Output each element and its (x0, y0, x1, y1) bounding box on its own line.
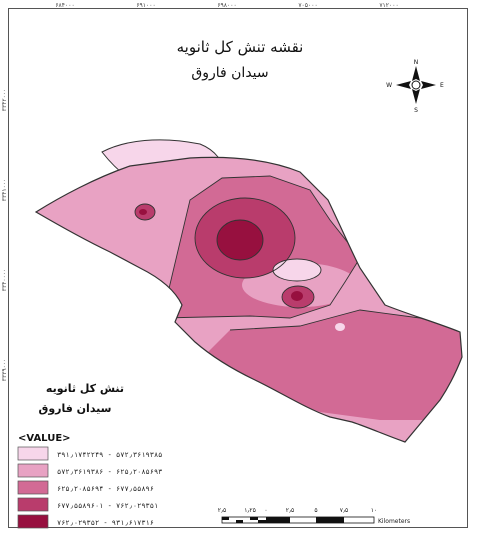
north-label: N (414, 59, 419, 66)
legend-label: ۵۷۲٫۳۶۱۹۳۸۶ - ۶۲۵٫۲۰۸۵۶۹۳ (57, 468, 162, 476)
top-tick: ۶۹۸۰۰۰ (217, 2, 236, 9)
legend-label: ۶۲۵٫۲۰۸۵۶۹۴ - ۶۷۷٫۵۵۸۹۶ (57, 485, 154, 493)
left-tick: ۳۳۳۹۰۰۰ (1, 359, 8, 382)
legend: ۳۹۱٫۱۷۴۲۲۴۹ - ۵۷۲٫۳۶۱۹۳۸۵ ۵۷۲٫۳۶۱۹۳۸۶ - … (17, 446, 162, 529)
top-tick: ۶۸۴۰۰۰ (55, 2, 74, 9)
left-tick: ۳۳۴۰۰۰۰ (1, 269, 8, 292)
north-arrow-icon: N S E W (386, 59, 444, 114)
legend-swatch (17, 514, 49, 529)
legend-subtitle: سیدان فاروق (39, 402, 112, 415)
map-frame (8, 8, 468, 528)
scale-label: ۲٫۵ (286, 507, 294, 514)
scale-label: ۲٫۵ (218, 507, 226, 514)
left-coordinate-ticks: ۳۳۴۲۰۰۰ ۳۳۴۱۰۰۰ ۳۳۴۰۰۰۰ ۳۳۳۹۰۰۰ (1, 89, 8, 382)
west-label: W (386, 82, 392, 89)
region-outline (34, 156, 463, 443)
stress-zone-class-1-center (273, 259, 321, 281)
scale-label: ۱٫۲۵ (244, 507, 256, 514)
scale-label: ۰ (264, 507, 267, 514)
stress-zone-class-5-west (139, 209, 147, 215)
legend-value-header: <VALUE> (18, 433, 71, 444)
top-tick: ۶۹۱۰۰۰ (136, 2, 155, 9)
legend-swatch (17, 446, 49, 461)
scale-label: ۵ (314, 507, 317, 514)
legend-swatch (17, 497, 49, 512)
south-label: S (414, 107, 418, 114)
legend-label: ۶۷۷٫۵۵۸۹۶۰۱ - ۷۶۲٫۰۲۹۳۵۱ (57, 502, 158, 510)
legend-title: تنش کل ثانویه (46, 382, 124, 395)
scale-unit: Kilometers (378, 518, 410, 525)
left-tick: ۳۳۴۱۰۰۰ (1, 179, 8, 202)
top-coordinate-ticks: ۶۸۴۰۰۰ ۶۹۱۰۰۰ ۶۹۸۰۰۰ ۷۰۵۰۰۰ ۷۱۲۰۰۰ (55, 2, 398, 9)
stress-zone-class-5 (217, 220, 263, 260)
left-tick: ۳۳۴۲۰۰۰ (1, 89, 8, 112)
scale-label: ۱۰ (371, 507, 377, 514)
stress-zone-class-5-spot (291, 291, 303, 301)
top-tick: ۷۰۵۰۰۰ (298, 2, 317, 9)
stress-zone-class-2-inner (242, 263, 358, 307)
legend-label: ۳۹۱٫۱۷۴۲۲۴۹ - ۵۷۲٫۳۶۱۹۳۸۵ (57, 451, 162, 459)
stress-zone-class-1-dot (335, 323, 345, 331)
legend-label: ۷۶۲٫۰۲۹۳۵۲ - ۹۳۱٫۶۱۷۳۱۶ (57, 519, 154, 527)
legend-swatch (17, 480, 49, 495)
scale-label: ۷٫۵ (340, 507, 348, 514)
legend-swatch (17, 463, 49, 478)
map-title: نقشه تنش کل ثانویه (177, 38, 304, 56)
east-label: E (440, 82, 444, 89)
scale-bar: ۲٫۵ ۱٫۲۵ ۰ ۲٫۵ ۵ ۷٫۵ ۱۰ Kilometers (218, 507, 410, 525)
map-subtitle: سیدان فاروق (191, 65, 268, 81)
top-tick: ۷۱۲۰۰۰ (379, 2, 398, 9)
